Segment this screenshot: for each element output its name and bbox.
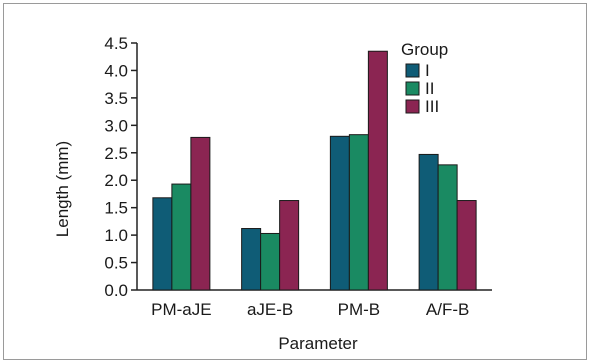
x-tick-label: aJE-B — [247, 300, 293, 319]
x-tick-label: PM-B — [338, 300, 381, 319]
bar-pm-aje-group-i — [152, 197, 173, 291]
y-tick-label: 0.5 — [104, 254, 128, 273]
y-axis-label: Length (mm) — [53, 141, 72, 237]
legend-title: Group — [401, 40, 448, 59]
legend-label: II — [425, 79, 434, 98]
y-tick-label: 2.5 — [104, 144, 128, 163]
chart-frame — [3, 3, 587, 360]
y-tick-label: 4.5 — [104, 34, 128, 53]
bar-a-f-b-group-ii — [437, 164, 458, 291]
bar-a-f-b-group-i — [418, 153, 439, 291]
bar-pm-aje-group-ii — [171, 183, 192, 291]
bar-aje-b-group-i — [241, 228, 262, 291]
legend-swatch-i — [405, 63, 420, 78]
x-tick-label: A/F-B — [426, 300, 469, 319]
bar-pm-b-group-iii — [367, 50, 388, 291]
y-tick-label: 4.0 — [104, 61, 128, 80]
y-axis: 0.0 0.5 1.0 1.5 2.0 2.5 3.0 3.5 4.0 4.5 — [104, 34, 138, 300]
bar-pm-b-group-i — [329, 135, 350, 291]
bars — [152, 50, 477, 291]
x-tick-label: PM-aJE — [151, 300, 211, 319]
y-tick-label: 1.5 — [104, 199, 128, 218]
x-axis: PM-aJE aJE-B PM-B A/F-B — [137, 289, 492, 319]
bar-aje-b-group-iii — [279, 200, 300, 291]
legend-label: III — [425, 97, 439, 116]
bar-aje-b-group-ii — [260, 232, 281, 291]
y-tick-label: 0.0 — [104, 281, 128, 300]
legend-label: I — [425, 61, 430, 80]
bar-a-f-b-group-iii — [456, 200, 477, 291]
legend-swatch-iii — [405, 99, 420, 114]
y-tick-label: 2.0 — [104, 171, 128, 190]
y-tick-label: 3.5 — [104, 89, 128, 108]
y-tick-label: 3.0 — [104, 116, 128, 135]
bar-pm-aje-group-iii — [190, 136, 211, 291]
legend-swatch-ii — [405, 81, 420, 96]
x-axis-label: Parameter — [278, 334, 358, 353]
bar-pm-b-group-ii — [348, 134, 369, 291]
y-tick-label: 1.0 — [104, 226, 128, 245]
